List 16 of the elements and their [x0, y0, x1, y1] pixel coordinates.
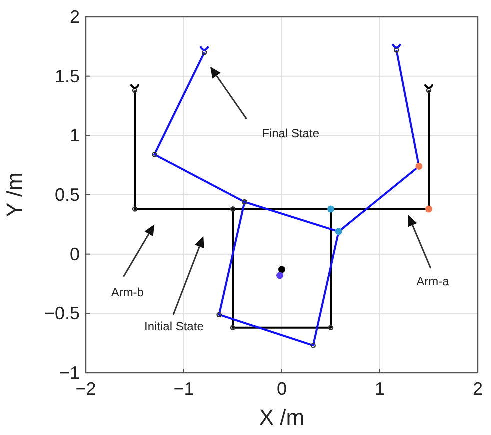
y-tick-label: 0.5 [54, 185, 80, 205]
y-tick-label: 1 [70, 126, 80, 146]
x-axis-title: X /m [259, 405, 305, 430]
x-tick-label: 0 [276, 379, 288, 399]
y-tick-label: 2 [70, 7, 80, 27]
y-tick-label: 1.5 [54, 66, 80, 86]
x-tick-label: 1 [374, 379, 386, 399]
y-tick-label: 0 [70, 244, 80, 264]
x-tick-label: 2 [472, 379, 484, 399]
annotation: Arm-b [111, 285, 144, 300]
y-tick-label: −0.5 [44, 304, 80, 324]
annotation: Final State [262, 126, 320, 140]
annotation: Arm-a [416, 274, 450, 289]
x-tick-label: −1 [174, 379, 194, 399]
annotation: Initial State [144, 320, 204, 334]
y-axis-title: Y /m [2, 172, 27, 218]
